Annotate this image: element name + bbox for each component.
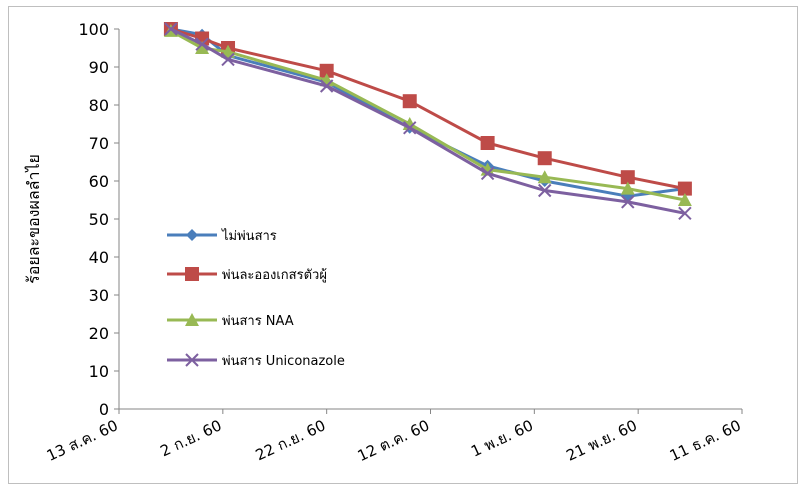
data-point-series-1	[402, 94, 417, 109]
x-tick-label: 13 ส.ค. 60	[44, 416, 121, 465]
y-tick-label: 10	[89, 362, 109, 381]
data-point-series-3-stroke	[678, 206, 692, 221]
legend-label: พ่นละอองเกสรตัวผู้	[222, 268, 327, 283]
legend-marker-stroke	[185, 353, 199, 367]
data-point-series-3	[319, 79, 334, 93]
data-point-series-3	[621, 195, 635, 209]
chart-frame: 0 10 20 30 40 50 60 70 80 90 100 13 ส.ค. 60 2 ก.ย. 6…	[8, 6, 798, 484]
data-point-series-1	[319, 63, 334, 78]
series-line-2	[170, 29, 686, 202]
data-point-series-3	[195, 37, 209, 51]
legend-marker	[186, 229, 198, 241]
y-tick-label: 90	[89, 58, 109, 77]
data-point-series-2	[537, 170, 552, 184]
data-point-series-1	[620, 170, 635, 185]
legend-label: พ่นสาร Uniconazole	[222, 354, 345, 369]
data-point-series-3	[538, 183, 552, 198]
y-tick-label: 0	[99, 400, 109, 419]
data-point-series-2	[677, 193, 692, 206]
data-point-series-3-stroke	[195, 37, 209, 51]
data-point-series-2	[195, 41, 210, 54]
y-tick-label: 60	[89, 172, 109, 191]
data-point-series-3	[678, 206, 692, 221]
data-point-series-3-stroke	[164, 22, 178, 36]
x-tick-label: 2 ก.ย. 60	[157, 416, 224, 460]
legend-label: ไม่พ่นสาร	[221, 228, 277, 244]
y-tick-label: 40	[89, 248, 109, 267]
legend-marker	[185, 313, 199, 326]
data-point-series-3-stroke	[538, 183, 552, 198]
legend-label: พ่นสาร NAA	[222, 314, 294, 329]
y-axis-label: ร้อยละของผลลำไย	[24, 154, 43, 284]
data-point-series-3	[221, 52, 235, 67]
data-point-series-1	[677, 181, 692, 196]
x-tick-label: 11 ธ.ค. 60	[667, 416, 744, 465]
data-point-series-3-stroke	[403, 121, 417, 135]
data-point-series-3	[480, 166, 495, 181]
legend-marker	[185, 267, 199, 281]
y-tick-label: 80	[89, 96, 109, 115]
data-point-series-3	[403, 121, 417, 135]
data-point-series-3-stroke	[621, 195, 635, 209]
y-tick-label: 100	[78, 20, 109, 39]
data-point-series-3-stroke	[319, 79, 334, 93]
data-point-series-1	[537, 151, 552, 166]
x-tick-label: 1 พ.ย. 60	[468, 416, 536, 460]
x-tick-label: 21 พ.ย. 60	[563, 416, 639, 464]
x-tick-label: 22 ก.ย. 60	[253, 416, 329, 464]
data-point-series-3-stroke	[221, 52, 235, 67]
line-chart: 0 10 20 30 40 50 60 70 80 90 100 13 ส.ค. 60 2 ก.ย. 6…	[24, 20, 744, 465]
y-tick-label: 30	[89, 286, 109, 305]
legend-marker	[185, 353, 199, 367]
y-tick-label: 50	[89, 210, 109, 229]
data-point-series-2	[620, 181, 635, 195]
y-tick-label: 20	[89, 324, 109, 343]
x-tick-label: 12 ต.ค. 60	[355, 416, 432, 465]
series-line-1	[170, 27, 686, 191]
y-tick-label: 70	[89, 134, 109, 153]
data-point-series-3-stroke	[480, 166, 495, 181]
data-point-series-1	[480, 136, 495, 150]
data-point-series-3	[164, 22, 178, 36]
